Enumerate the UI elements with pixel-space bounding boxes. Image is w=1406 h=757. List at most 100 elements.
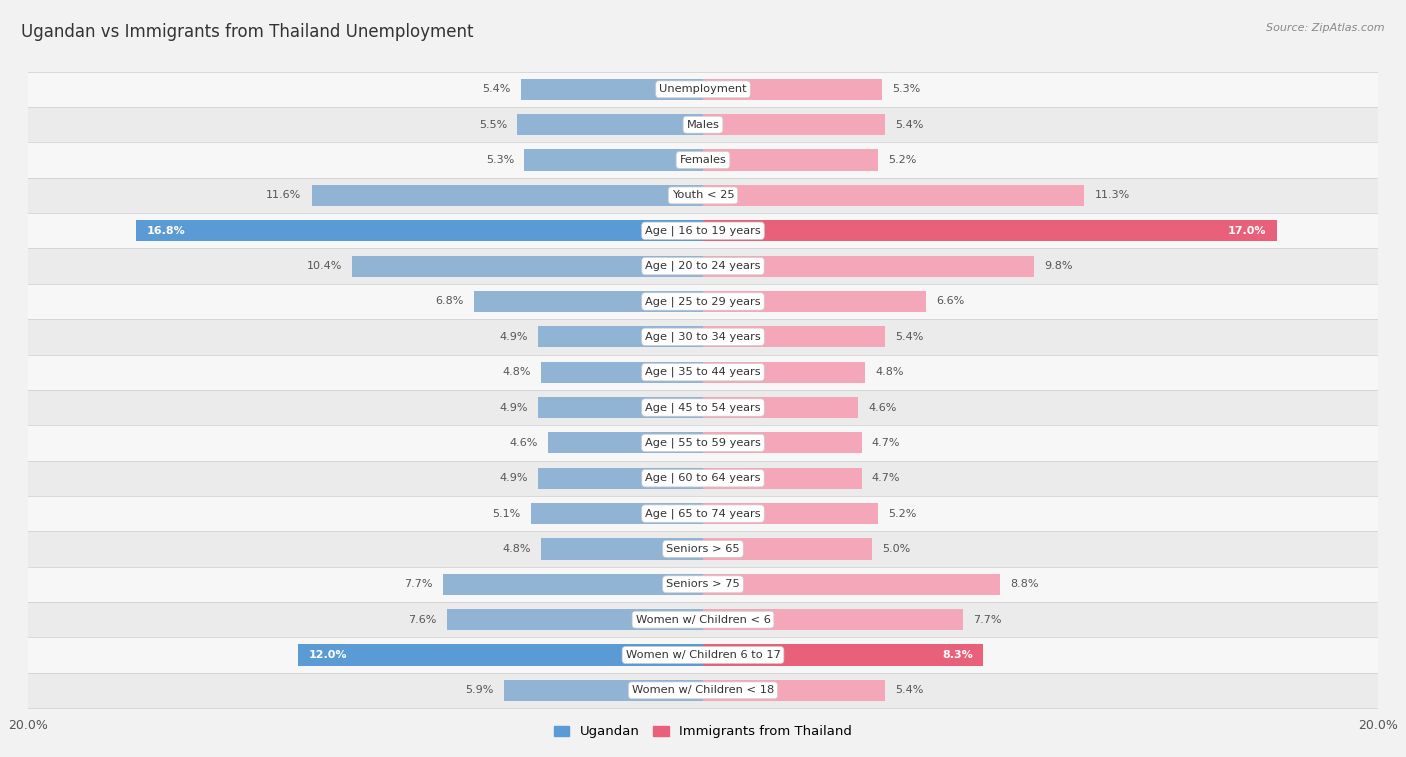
Bar bbox=[28, 72, 1378, 107]
Text: 12.0%: 12.0% bbox=[308, 650, 347, 660]
Bar bbox=[703, 468, 862, 489]
Text: 5.3%: 5.3% bbox=[891, 84, 920, 95]
Text: 7.6%: 7.6% bbox=[408, 615, 436, 625]
Bar bbox=[443, 574, 703, 595]
Bar bbox=[524, 149, 703, 170]
Text: 11.3%: 11.3% bbox=[1094, 191, 1129, 201]
Bar bbox=[28, 284, 1378, 319]
Bar bbox=[703, 185, 1084, 206]
Text: 17.0%: 17.0% bbox=[1227, 226, 1267, 235]
Text: 5.4%: 5.4% bbox=[896, 685, 924, 696]
Text: 4.6%: 4.6% bbox=[869, 403, 897, 413]
Text: 16.8%: 16.8% bbox=[146, 226, 186, 235]
Bar bbox=[136, 220, 703, 241]
Bar bbox=[28, 213, 1378, 248]
Text: Males: Males bbox=[686, 120, 720, 129]
Text: 5.9%: 5.9% bbox=[465, 685, 494, 696]
Bar bbox=[312, 185, 703, 206]
Bar bbox=[28, 390, 1378, 425]
Bar bbox=[474, 291, 703, 312]
Text: 5.4%: 5.4% bbox=[896, 332, 924, 342]
Text: 4.8%: 4.8% bbox=[875, 367, 904, 377]
Bar bbox=[520, 79, 703, 100]
Text: Age | 30 to 34 years: Age | 30 to 34 years bbox=[645, 332, 761, 342]
Bar bbox=[298, 644, 703, 665]
Text: 4.9%: 4.9% bbox=[499, 332, 527, 342]
Bar bbox=[703, 503, 879, 524]
Bar bbox=[28, 673, 1378, 708]
Bar bbox=[28, 142, 1378, 178]
Text: 6.6%: 6.6% bbox=[936, 297, 965, 307]
Text: Age | 16 to 19 years: Age | 16 to 19 years bbox=[645, 226, 761, 236]
Bar bbox=[28, 178, 1378, 213]
Text: 5.3%: 5.3% bbox=[486, 155, 515, 165]
Text: Source: ZipAtlas.com: Source: ZipAtlas.com bbox=[1267, 23, 1385, 33]
Bar bbox=[28, 496, 1378, 531]
Text: 4.9%: 4.9% bbox=[499, 473, 527, 483]
Text: 5.2%: 5.2% bbox=[889, 155, 917, 165]
Bar bbox=[352, 256, 703, 277]
Text: Age | 45 to 54 years: Age | 45 to 54 years bbox=[645, 402, 761, 413]
Bar bbox=[28, 460, 1378, 496]
Bar bbox=[703, 326, 886, 347]
Bar bbox=[28, 354, 1378, 390]
Text: Women w/ Children 6 to 17: Women w/ Children 6 to 17 bbox=[626, 650, 780, 660]
Bar bbox=[541, 538, 703, 559]
Bar bbox=[703, 114, 886, 136]
Bar bbox=[503, 680, 703, 701]
Bar bbox=[537, 397, 703, 418]
Bar bbox=[703, 538, 872, 559]
Text: Females: Females bbox=[679, 155, 727, 165]
Text: Women w/ Children < 18: Women w/ Children < 18 bbox=[631, 685, 775, 696]
Text: Age | 60 to 64 years: Age | 60 to 64 years bbox=[645, 473, 761, 484]
Bar bbox=[28, 531, 1378, 567]
Text: Age | 25 to 29 years: Age | 25 to 29 years bbox=[645, 296, 761, 307]
Bar bbox=[537, 468, 703, 489]
Bar bbox=[537, 326, 703, 347]
Text: Seniors > 65: Seniors > 65 bbox=[666, 544, 740, 554]
Bar bbox=[703, 609, 963, 631]
Bar bbox=[28, 425, 1378, 460]
Bar bbox=[703, 149, 879, 170]
Text: 5.5%: 5.5% bbox=[479, 120, 508, 129]
Text: 10.4%: 10.4% bbox=[307, 261, 342, 271]
Bar bbox=[28, 248, 1378, 284]
Text: 5.0%: 5.0% bbox=[882, 544, 910, 554]
Bar bbox=[28, 319, 1378, 354]
Text: 6.8%: 6.8% bbox=[434, 297, 464, 307]
Text: 4.6%: 4.6% bbox=[509, 438, 537, 448]
Bar bbox=[28, 602, 1378, 637]
Bar bbox=[703, 362, 865, 383]
Text: 4.9%: 4.9% bbox=[499, 403, 527, 413]
Text: 4.7%: 4.7% bbox=[872, 438, 900, 448]
Bar bbox=[531, 503, 703, 524]
Text: 8.8%: 8.8% bbox=[1010, 579, 1039, 589]
Text: Age | 35 to 44 years: Age | 35 to 44 years bbox=[645, 367, 761, 378]
Text: Youth < 25: Youth < 25 bbox=[672, 191, 734, 201]
Text: 4.8%: 4.8% bbox=[502, 367, 531, 377]
Bar bbox=[517, 114, 703, 136]
Text: Age | 65 to 74 years: Age | 65 to 74 years bbox=[645, 509, 761, 519]
Text: 5.1%: 5.1% bbox=[492, 509, 520, 519]
Text: 11.6%: 11.6% bbox=[266, 191, 301, 201]
Bar bbox=[703, 291, 925, 312]
Text: Ugandan vs Immigrants from Thailand Unemployment: Ugandan vs Immigrants from Thailand Unem… bbox=[21, 23, 474, 41]
Bar bbox=[703, 256, 1033, 277]
Text: Women w/ Children < 6: Women w/ Children < 6 bbox=[636, 615, 770, 625]
Text: Age | 20 to 24 years: Age | 20 to 24 years bbox=[645, 261, 761, 271]
Bar bbox=[703, 574, 1000, 595]
Text: 8.3%: 8.3% bbox=[942, 650, 973, 660]
Bar bbox=[541, 362, 703, 383]
Text: 5.2%: 5.2% bbox=[889, 509, 917, 519]
Text: 9.8%: 9.8% bbox=[1043, 261, 1073, 271]
Text: Seniors > 75: Seniors > 75 bbox=[666, 579, 740, 589]
Bar bbox=[28, 567, 1378, 602]
Text: 7.7%: 7.7% bbox=[973, 615, 1001, 625]
Bar bbox=[28, 637, 1378, 673]
Text: Unemployment: Unemployment bbox=[659, 84, 747, 95]
Bar bbox=[703, 397, 858, 418]
Text: 5.4%: 5.4% bbox=[896, 120, 924, 129]
Text: 5.4%: 5.4% bbox=[482, 84, 510, 95]
Legend: Ugandan, Immigrants from Thailand: Ugandan, Immigrants from Thailand bbox=[548, 720, 858, 743]
Bar bbox=[548, 432, 703, 453]
